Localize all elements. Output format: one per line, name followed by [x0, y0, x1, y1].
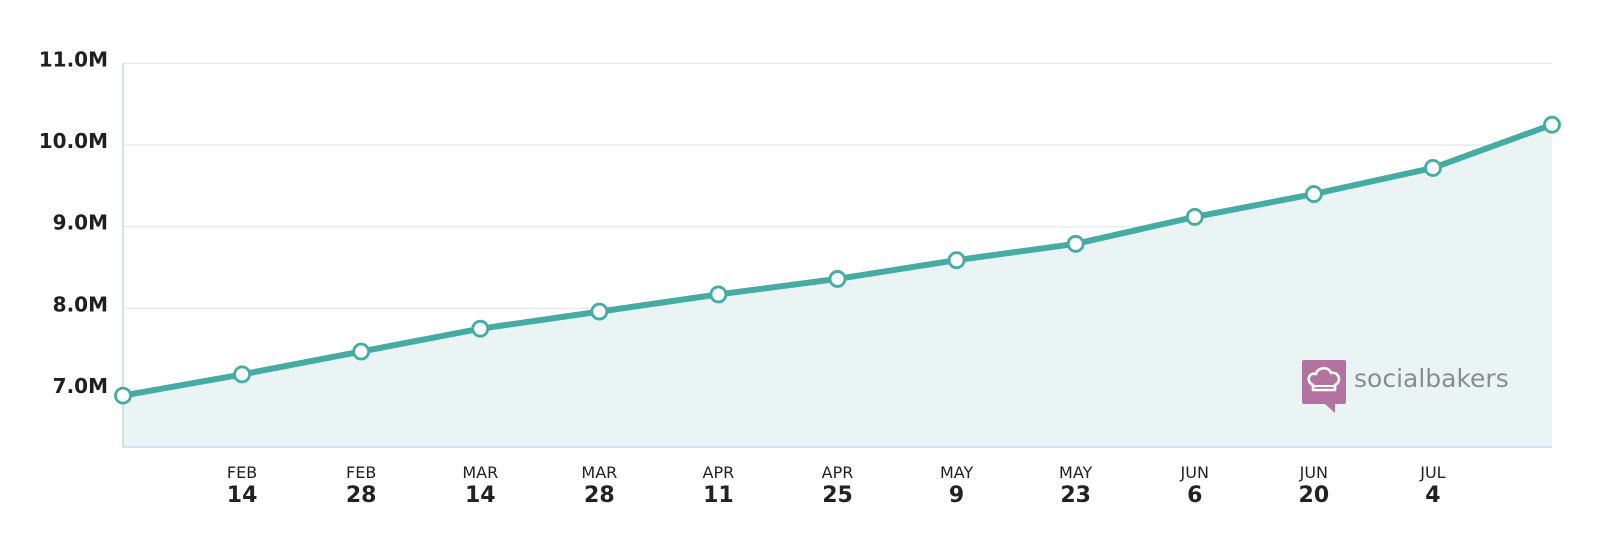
data-point [233, 365, 251, 384]
x-tick-day: 9 [949, 483, 964, 508]
y-tick-labels: 7.0M 8.0M 9.0M 10.0M 11.0M [39, 48, 108, 398]
x-tick-month: APR [703, 463, 735, 482]
data-point [947, 251, 966, 270]
x-tick-month: MAR [581, 463, 617, 482]
x-tick-month: MAY [1059, 463, 1093, 482]
data-points [114, 115, 1561, 405]
x-tick-month: FEB [346, 463, 376, 482]
x-tick-month: FEB [227, 463, 257, 482]
x-tick-day: 14 [227, 483, 258, 508]
x-tick-day: 28 [346, 483, 377, 508]
data-point [709, 285, 728, 304]
y-tick-label: 7.0M [53, 374, 108, 398]
data-point [1185, 207, 1204, 226]
x-tick-day: 25 [822, 483, 853, 508]
x-tick-month: JUN [1299, 463, 1328, 482]
brand-name: socialbakers [1354, 364, 1509, 393]
y-tick-label: 11.0M [39, 48, 108, 72]
data-point [590, 302, 609, 321]
data-point [828, 270, 847, 288]
data-point [1304, 185, 1323, 203]
x-tick-month: JUN [1180, 463, 1209, 482]
x-tick-day: 11 [703, 483, 734, 508]
x-tick-day: 6 [1187, 483, 1202, 508]
y-tick-label: 8.0M [53, 292, 108, 316]
x-tick-month: MAR [462, 463, 498, 482]
x-tick-day: 4 [1425, 483, 1440, 508]
data-point [1543, 115, 1561, 134]
x-tick-day: 20 [1299, 483, 1330, 508]
data-point [471, 319, 490, 338]
chef-hat-speech-bubble-icon [1302, 360, 1346, 413]
x-tick-day: 23 [1060, 483, 1091, 508]
y-tick-label: 9.0M [53, 211, 108, 235]
socialbakers-logo: socialbakers [1302, 360, 1509, 413]
x-tick-month: APR [822, 463, 854, 482]
x-tick-day: 14 [465, 483, 496, 508]
x-tick-day: 28 [584, 483, 615, 508]
y-tick-label: 10.0M [39, 129, 108, 153]
x-tick-labels: FEB14FEB28MAR14MAR28APR11APR25MAY9MAY23J… [227, 463, 1446, 508]
data-point [352, 342, 371, 361]
axes [122, 63, 1552, 448]
data-point [114, 386, 132, 405]
x-tick-month: JUL [1419, 463, 1445, 482]
data-point [1066, 234, 1085, 253]
x-tick-month: MAY [940, 463, 974, 482]
data-point [1424, 159, 1442, 177]
